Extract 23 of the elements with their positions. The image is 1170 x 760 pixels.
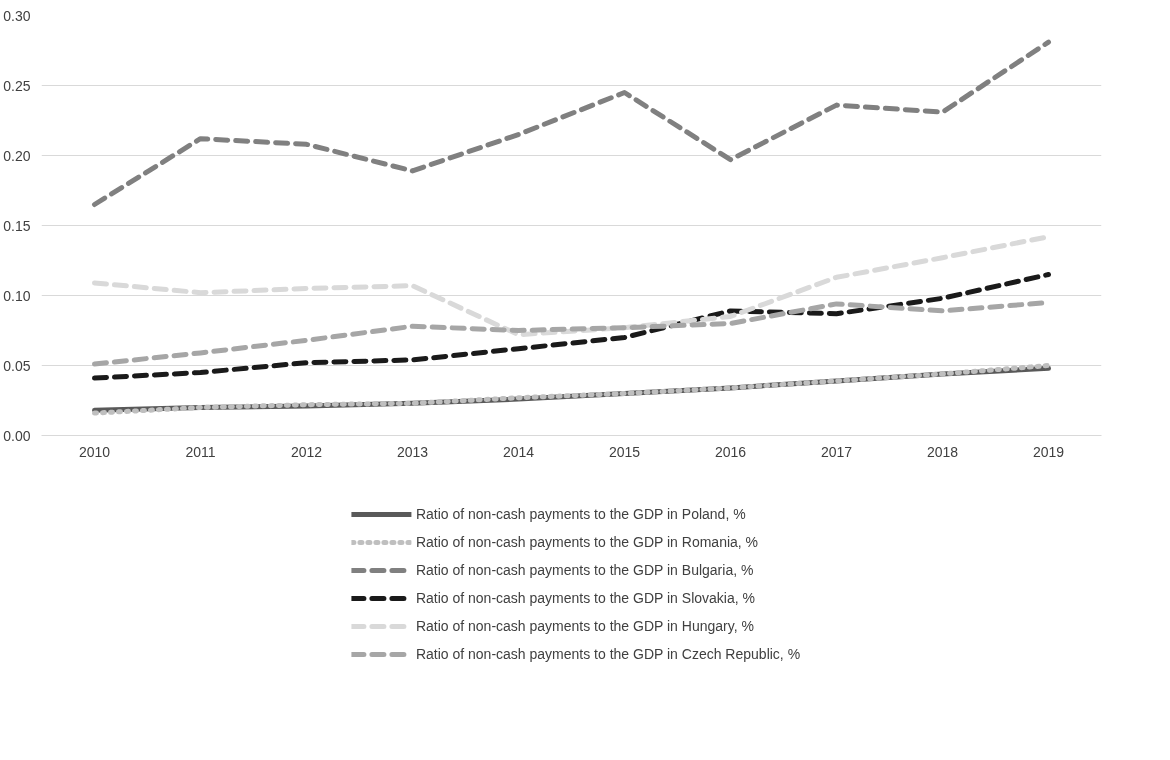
legend-label: Ratio of non-cash payments to the GDP in Slovakia, % [415, 590, 755, 606]
y-tick-label: 0.15 [3, 217, 31, 234]
x-tick-label: 2017 [820, 443, 853, 460]
legend-label: Ratio of non-cash payments to the GDP in Czech Republic, % [415, 646, 801, 662]
x-tick-label: 2011 [185, 443, 216, 460]
legend-label: Ratio of non-cash payments to the GDP in Hungary, % [415, 618, 754, 634]
y-tick-label: 0.00 [3, 427, 31, 444]
legend-label: Ratio of non-cash payments to the GDP in Romania, % [415, 534, 759, 550]
legend-label: Ratio of non-cash payments to the GDP in Bulgaria, % [415, 562, 754, 578]
x-tick-label: 2014 [502, 443, 535, 460]
x-tick-label: 2019 [1032, 443, 1065, 460]
y-tick-label: 0.10 [3, 287, 31, 304]
y-tick-label: 0.25 [3, 77, 31, 94]
legend-label: Ratio of non-cash payments to the GDP in Poland, % [415, 506, 746, 522]
x-tick-label: 2010 [78, 443, 111, 460]
x-tick-label: 2016 [714, 443, 747, 460]
y-tick-label: 0.30 [3, 7, 31, 24]
x-tick-label: 2018 [926, 443, 959, 460]
x-tick-label: 2015 [608, 443, 641, 460]
x-tick-label: 2012 [290, 443, 323, 460]
y-tick-label: 0.05 [3, 357, 31, 374]
x-tick-label: 2013 [396, 443, 429, 460]
y-tick-label: 0.20 [3, 147, 31, 164]
